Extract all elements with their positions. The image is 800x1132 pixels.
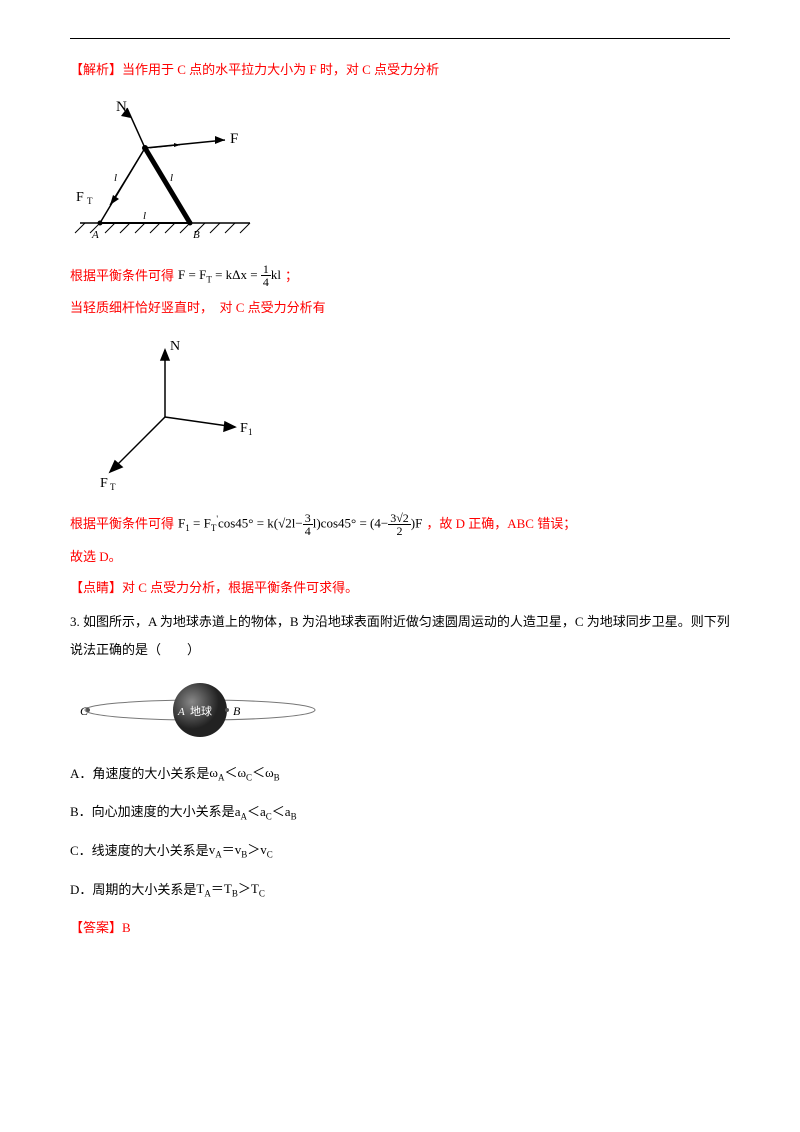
question-3: 3. 如图所示，A 为地球赤道上的物体，B 为沿地球表面附近做匀速圆周运动的人造… xyxy=(70,608,730,665)
analysis-text: 当作用于 C 点的水平拉力大小为 F 时，对 C 点受力分析 xyxy=(122,62,439,77)
option-a-letter: A． xyxy=(70,762,92,785)
equation-1: F = FT = kΔx = 14kl xyxy=(178,263,281,289)
svg-text:F: F xyxy=(100,476,108,491)
option-c-text: 线速度的大小关系是 xyxy=(92,839,209,862)
option-c-letter: C． xyxy=(70,839,92,862)
option-d-relation: TA＝TB＞TC xyxy=(196,877,264,902)
option-b: B． 向心加速度的大小关系是 aA＜aC＜aB xyxy=(70,800,730,825)
tip-text: 对 C 点受力分析，根据平衡条件可求得。 xyxy=(122,580,358,595)
svg-text:l: l xyxy=(170,172,173,184)
svg-text:F: F xyxy=(240,421,248,436)
option-c: C． 线速度的大小关系是 vA＝vB＞vC xyxy=(70,838,730,863)
svg-text:B: B xyxy=(233,704,241,718)
svg-text:A: A xyxy=(177,706,185,718)
svg-text:T: T xyxy=(110,482,116,492)
answer-line: 【答案】B xyxy=(70,916,730,939)
force-diagram-2: N F 1 F T xyxy=(70,332,730,499)
eq1-prefix: 根据平衡条件可得 xyxy=(70,264,174,287)
earth-orbit-diagram: C A 地球 B xyxy=(70,675,330,745)
option-c-relation: vA＝vB＞vC xyxy=(209,838,273,863)
svg-text:l: l xyxy=(143,210,146,222)
svg-text:T: T xyxy=(87,196,93,206)
conclusion: 故选 D。 xyxy=(70,545,730,568)
svg-text:l: l xyxy=(114,172,117,184)
option-a-relation: ωA＜ωC＜ωB xyxy=(209,761,279,786)
svg-text:1: 1 xyxy=(248,427,253,437)
analysis-label: 【解析】 xyxy=(70,62,122,77)
q3-text: 如图所示，A 为地球赤道上的物体，B 为沿地球表面附近做匀速圆周运动的人造卫星，… xyxy=(70,614,730,658)
option-d-letter: D． xyxy=(70,878,92,901)
equation-2-line: 根据平衡条件可得 F1 = FT'cos45° = k(√2l−34l)cos4… xyxy=(70,511,730,537)
q3-number: 3. xyxy=(70,614,80,629)
tip-line: 【点睛】对 C 点受力分析，根据平衡条件可求得。 xyxy=(70,576,730,599)
option-b-letter: B． xyxy=(70,800,92,823)
svg-text:B: B xyxy=(193,229,200,241)
tip-label: 【点睛】 xyxy=(70,580,122,595)
svg-text:地球: 地球 xyxy=(190,704,212,718)
svg-text:F: F xyxy=(230,131,238,147)
option-d-text: 周期的大小关系是 xyxy=(92,878,196,901)
analysis-header: 【解析】当作用于 C 点的水平拉力大小为 F 时，对 C 点受力分析 xyxy=(70,58,730,81)
option-b-relation: aA＜aC＜aB xyxy=(235,800,297,825)
svg-text:N: N xyxy=(170,339,180,354)
eq2-prefix: 根据平衡条件可得 xyxy=(70,512,174,535)
svg-text:N: N xyxy=(116,99,127,115)
answer-value: B xyxy=(122,920,131,935)
line-vertical-rod: 当轻质细杆恰好竖直时， 对 C 点受力分析有 xyxy=(70,296,730,319)
eq2-tail: ，故 D 正确，ABC 错误； xyxy=(426,512,576,535)
option-a: A． 角速度的大小关系是 ωA＜ωC＜ωB xyxy=(70,761,730,786)
answer-label: 【答案】 xyxy=(70,920,122,935)
svg-text:F: F xyxy=(76,190,84,205)
option-a-text: 角速度的大小关系是 xyxy=(92,762,209,785)
option-d: D． 周期的大小关系是 TA＝TB＞TC xyxy=(70,877,730,902)
equation-2: F1 = FT'cos45° = k(√2l−34l)cos45° = (4−3… xyxy=(178,511,422,537)
option-b-text: 向心加速度的大小关系是 xyxy=(92,800,235,823)
svg-text:A: A xyxy=(91,229,99,241)
force-diagram-1: N F F T A B l l l xyxy=(70,93,730,250)
eq1-tail: ； xyxy=(285,264,298,287)
equation-1-line: 根据平衡条件可得 F = FT = kΔx = 14kl ； xyxy=(70,263,730,289)
